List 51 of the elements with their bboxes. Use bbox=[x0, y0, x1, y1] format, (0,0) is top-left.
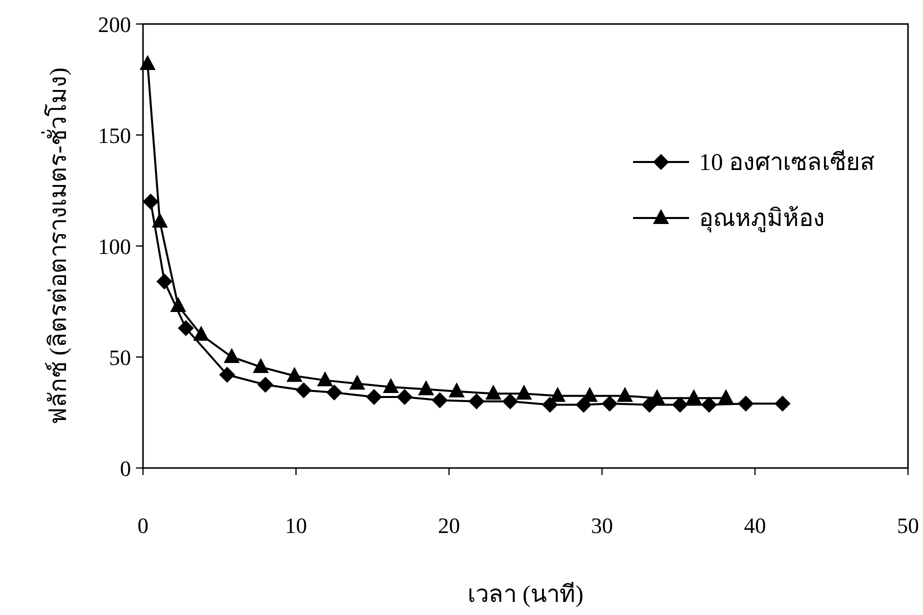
point bbox=[152, 212, 168, 228]
point bbox=[701, 396, 718, 413]
point bbox=[418, 380, 434, 396]
point bbox=[550, 386, 566, 402]
x-tick-label: 30 bbox=[591, 513, 613, 538]
point bbox=[193, 326, 210, 341]
point bbox=[542, 396, 558, 413]
point bbox=[672, 396, 688, 413]
point bbox=[349, 374, 366, 390]
point bbox=[718, 389, 734, 404]
x-axis-title: เวลา (นาที) bbox=[468, 581, 584, 608]
y-tick-label: 0 bbox=[120, 456, 131, 481]
point bbox=[396, 388, 413, 405]
point bbox=[686, 389, 702, 404]
point bbox=[468, 393, 485, 410]
point bbox=[252, 358, 269, 373]
point bbox=[432, 392, 448, 408]
legend-label: 10 องศาเซลเซียส bbox=[699, 149, 875, 176]
point bbox=[485, 384, 502, 400]
point bbox=[140, 54, 156, 70]
x-tick-label: 40 bbox=[744, 513, 766, 538]
x-tick-label: 0 bbox=[138, 513, 148, 538]
point bbox=[326, 384, 342, 401]
y-tick-label: 200 bbox=[98, 12, 131, 37]
y-axis-title: ฟลักซ์ (ลิตรต่อตารางเมตร-ชั่วโมง) bbox=[41, 68, 72, 424]
point bbox=[219, 366, 236, 383]
point bbox=[366, 388, 382, 405]
point bbox=[142, 194, 159, 210]
point bbox=[738, 396, 754, 412]
point bbox=[257, 376, 274, 393]
point bbox=[224, 348, 240, 363]
x-tick-label: 10 bbox=[285, 513, 307, 538]
x-tick-label: 50 bbox=[897, 513, 919, 538]
point bbox=[156, 274, 172, 290]
point bbox=[448, 382, 465, 398]
point bbox=[317, 371, 334, 386]
legend-label: อุณหภูมิห้อง bbox=[699, 206, 825, 233]
y-tick-label: 50 bbox=[109, 345, 131, 370]
point bbox=[616, 386, 633, 402]
point bbox=[516, 384, 532, 400]
point bbox=[170, 296, 186, 312]
point bbox=[602, 396, 618, 412]
point bbox=[286, 366, 302, 382]
point bbox=[296, 382, 312, 398]
y-tick-label: 150 bbox=[98, 123, 131, 148]
point bbox=[502, 393, 518, 410]
x-tick-label: 20 bbox=[438, 513, 460, 538]
point bbox=[774, 396, 791, 412]
point bbox=[178, 320, 194, 336]
y-tick-label: 100 bbox=[98, 234, 131, 259]
point bbox=[382, 378, 399, 393]
